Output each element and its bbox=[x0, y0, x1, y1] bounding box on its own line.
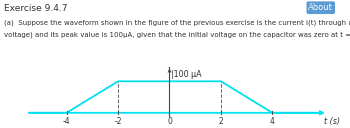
Text: About: About bbox=[308, 3, 333, 12]
Text: t (s): t (s) bbox=[324, 117, 340, 126]
Text: 0: 0 bbox=[167, 117, 172, 126]
Text: |100 μA: |100 μA bbox=[171, 70, 201, 79]
Text: -4: -4 bbox=[63, 117, 70, 126]
Text: -2: -2 bbox=[114, 117, 122, 126]
Text: (a)  Suppose the waveform shown in the figure of the previous exercise is the cu: (a) Suppose the waveform shown in the fi… bbox=[4, 20, 350, 26]
Text: ⓘ: ⓘ bbox=[308, 3, 313, 12]
Text: voltage) and its peak value is 100μA, given that the initial voltage on the capa: voltage) and its peak value is 100μA, gi… bbox=[4, 31, 350, 38]
Text: Exercise 9.4.7: Exercise 9.4.7 bbox=[4, 4, 68, 13]
Text: 4: 4 bbox=[270, 117, 275, 126]
Text: 2: 2 bbox=[218, 117, 223, 126]
